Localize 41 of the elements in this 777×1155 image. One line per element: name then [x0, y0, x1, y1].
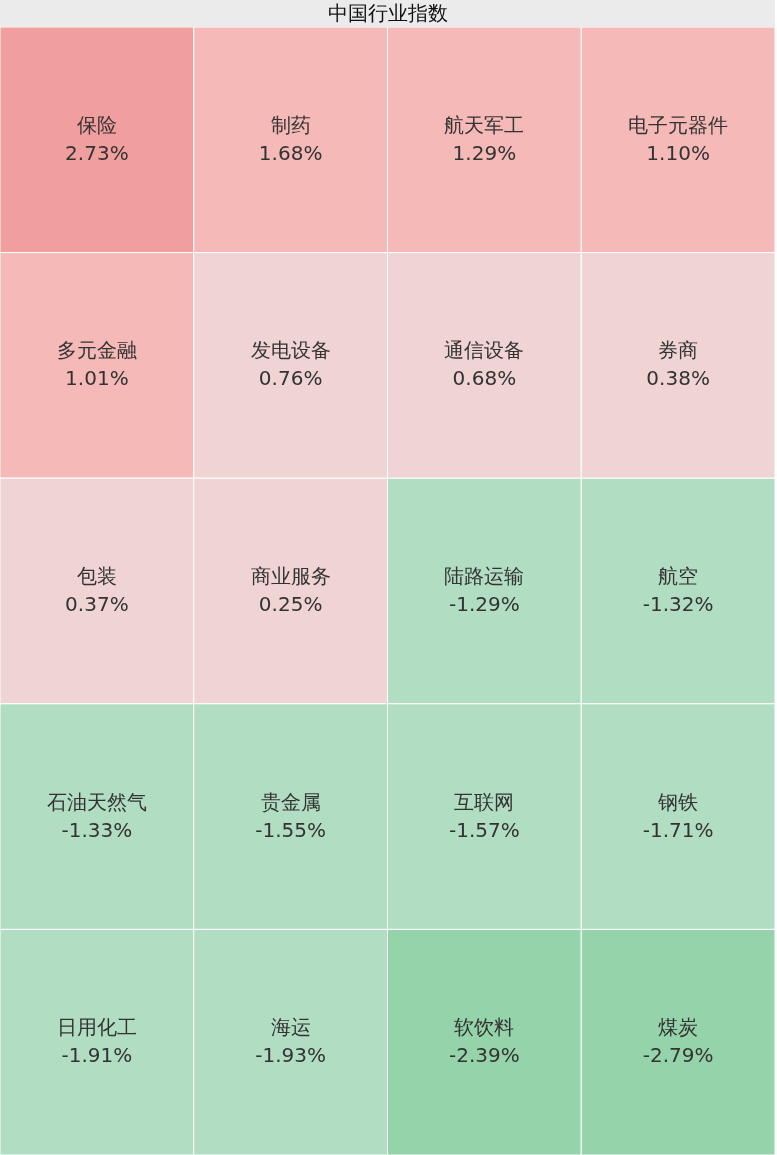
- data-label: -2.79%: [642, 1043, 714, 1068]
- data-label: -1.57%: [448, 817, 520, 842]
- data-label: -1.91%: [61, 1043, 133, 1068]
- category-label: 保险: [76, 112, 117, 137]
- category-label: 日用化工: [56, 1015, 137, 1040]
- data-label: 1.01%: [65, 366, 129, 391]
- data-label: 1.68%: [258, 140, 323, 165]
- category-label: 发电设备: [250, 338, 331, 363]
- data-label: -2.39%: [448, 1043, 520, 1068]
- category-label: 制药: [270, 112, 311, 137]
- category-label: 多元金融: [56, 338, 137, 363]
- category-label: 钢铁: [657, 789, 699, 814]
- data-label: -1.93%: [255, 1043, 327, 1068]
- category-label: 煤炭: [658, 1015, 699, 1040]
- data-label: 0.25%: [258, 592, 323, 616]
- category-label: 券商: [658, 338, 699, 363]
- data-label: 1.10%: [646, 140, 710, 165]
- data-label: 0.38%: [646, 366, 710, 391]
- data-label: -1.33%: [61, 817, 133, 842]
- category-label: 贵金属: [260, 789, 321, 814]
- data-label: 1.29%: [452, 140, 517, 165]
- data-label: 0.68%: [452, 366, 517, 391]
- data-label: -1.29%: [448, 592, 520, 616]
- category-label: 航天军工: [444, 112, 525, 137]
- category-label: 航空: [658, 564, 699, 588]
- category-label: 海运: [270, 1015, 311, 1040]
- category-label: 陆路运输: [444, 564, 525, 588]
- category-label: 软饮料: [454, 1015, 515, 1040]
- text: 中国行业指数: [0, 0, 775, 27]
- category-label: 电子元器件: [628, 112, 729, 137]
- data-label: 0.76%: [258, 366, 323, 391]
- category-label: 互联网: [454, 789, 515, 814]
- category-label: 石油天然气: [46, 789, 147, 814]
- data-label: 0.37%: [65, 592, 129, 616]
- category-label: 商业服务: [250, 564, 331, 588]
- data-label: -1.71%: [642, 817, 714, 842]
- category-label: 包装: [76, 564, 117, 588]
- data-label: -1.55%: [255, 817, 327, 842]
- category-label: 通信设备: [444, 338, 525, 363]
- data-label: -1.32%: [642, 592, 714, 616]
- data-label: 2.73%: [65, 140, 129, 165]
